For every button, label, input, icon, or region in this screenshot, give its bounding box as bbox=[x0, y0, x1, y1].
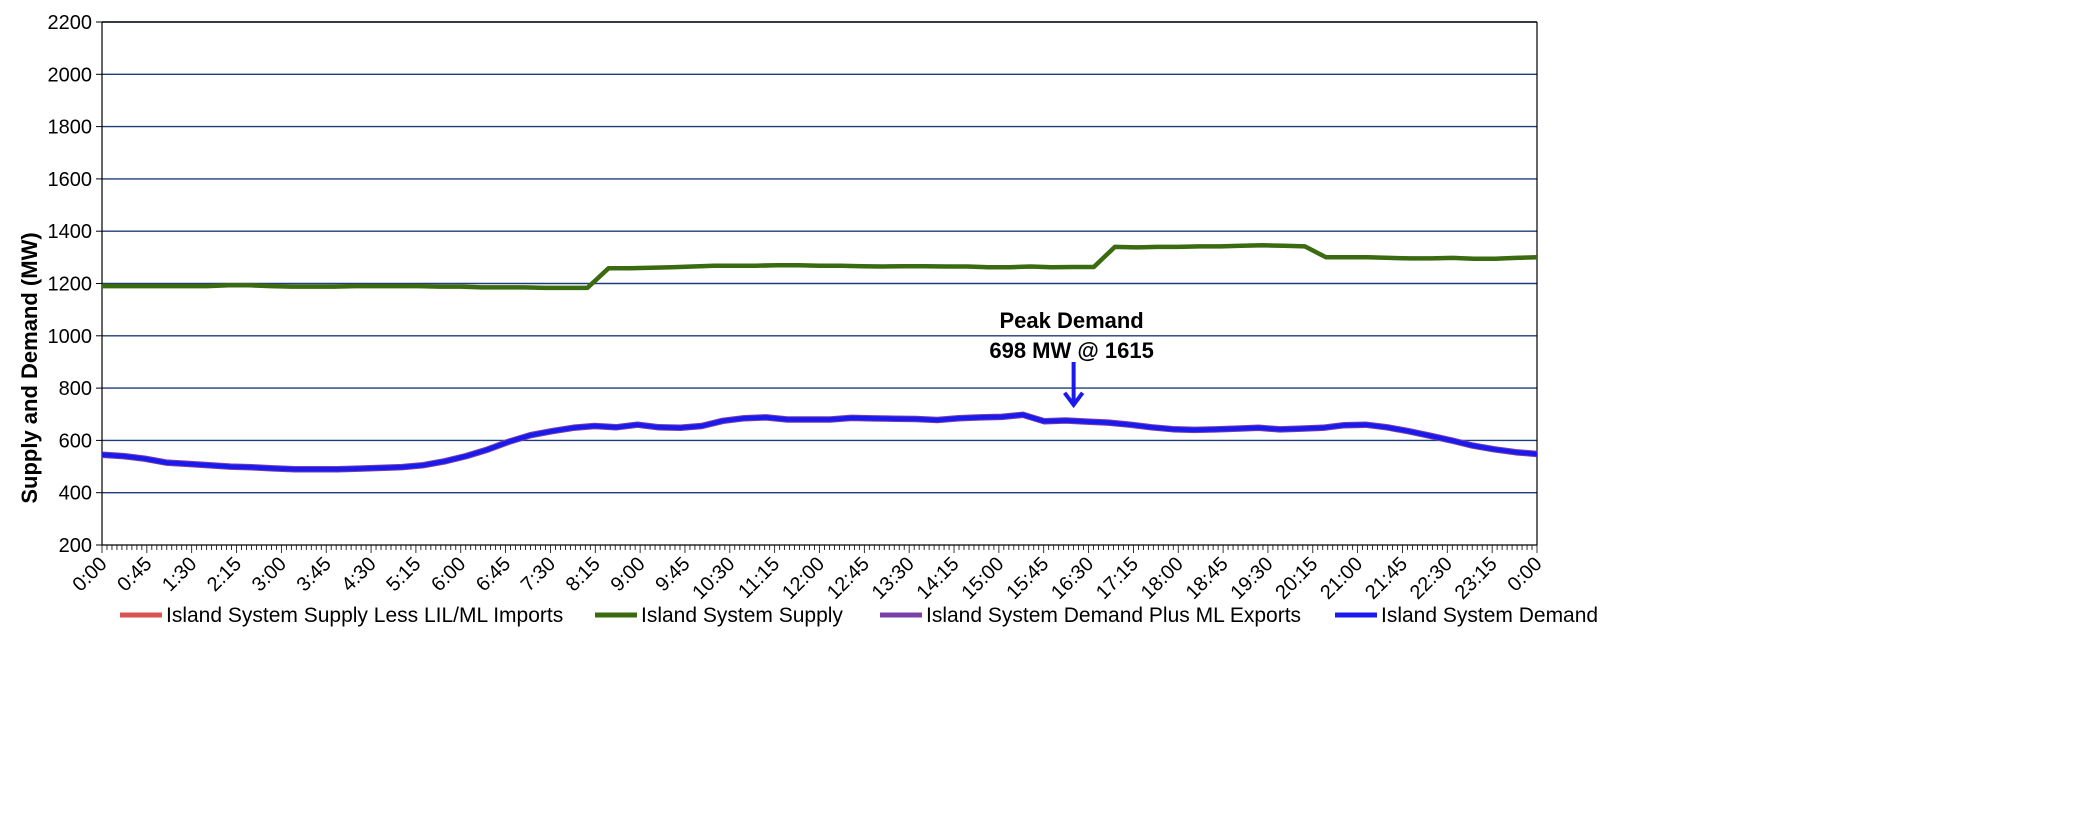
y-tick-label: 1000 bbox=[48, 326, 93, 348]
x-tick-label: 11:15 bbox=[734, 553, 784, 603]
x-tick-label: 22:30 bbox=[1406, 553, 1457, 604]
x-tick-label: 18:00 bbox=[1137, 553, 1188, 604]
x-tick-label: 2:15 bbox=[203, 553, 246, 596]
x-tick-label: 6:45 bbox=[472, 553, 515, 596]
x-tick-label: 1:30 bbox=[158, 553, 201, 596]
x-tick-label: 14:15 bbox=[913, 553, 964, 604]
peak-annotation: Peak Demand 698 MW @ 1615 bbox=[989, 308, 1154, 409]
x-tick-label: 4:30 bbox=[338, 553, 381, 596]
legend-label: Island System Demand Plus ML Exports bbox=[926, 604, 1301, 627]
x-tick-label: 9:00 bbox=[607, 553, 650, 596]
x-tick-label: 16:30 bbox=[1047, 553, 1098, 604]
series-line-demand-plus-exports bbox=[101, 411, 1538, 473]
series-line-island-system-supply bbox=[102, 243, 1538, 291]
x-tick-label: 21:00 bbox=[1316, 553, 1367, 604]
annotation-line2: 698 MW @ 1615 bbox=[989, 338, 1154, 363]
x-tick-label: 15:45 bbox=[1002, 553, 1053, 604]
x-tick-label: 21:45 bbox=[1361, 553, 1412, 604]
x-tick-label: 13:30 bbox=[868, 553, 919, 604]
x-tick-label: 0:00 bbox=[1503, 553, 1546, 596]
x-tick-label: 19:30 bbox=[1227, 553, 1278, 604]
y-axis-label: Supply and Demand (MW) bbox=[17, 232, 42, 503]
legend-label: Island System Supply bbox=[641, 604, 843, 627]
legend-label: Island System Supply Less LIL/ML Imports bbox=[166, 604, 563, 627]
x-tick-label: 20:15 bbox=[1271, 553, 1322, 604]
annotation-arrow-head bbox=[1063, 391, 1085, 409]
x-tick-label: 12:00 bbox=[778, 553, 829, 604]
x-tick-label: 15:00 bbox=[957, 553, 1008, 604]
legend: Island System Supply Less LIL/ML Imports… bbox=[120, 604, 1598, 627]
x-ticks: 0:00 0:45 1:30 2:15 3:00 3:45 4:30 5:15 6:00 6:45… bbox=[68, 545, 1547, 604]
x-tick-label: 8:15 bbox=[562, 553, 605, 596]
y-tick-label: 1200 bbox=[48, 274, 93, 296]
y-tick-label: 1600 bbox=[48, 169, 93, 191]
x-tick-label: 0:00 bbox=[68, 553, 111, 596]
y-tick-label: 1400 bbox=[48, 221, 93, 243]
legend-label: Island System Demand bbox=[1381, 604, 1598, 627]
x-tick-label: 3:00 bbox=[248, 553, 291, 596]
y-tick-label: 2000 bbox=[48, 64, 93, 86]
y-ticks: 200 400 600 800 1000 1200 1400 1600 1800 2000 2200 bbox=[48, 12, 102, 557]
x-tick-label: 18:45 bbox=[1182, 553, 1233, 604]
y-tick-label: 400 bbox=[59, 483, 92, 505]
y-tick-label: 600 bbox=[59, 430, 92, 452]
y-tick-label: 2200 bbox=[48, 12, 93, 34]
annotation-line1: Peak Demand bbox=[999, 308, 1143, 333]
x-tick-label: 23:15 bbox=[1451, 553, 1502, 604]
series-lines bbox=[101, 243, 1538, 473]
series-line-island-system-demand bbox=[101, 412, 1538, 472]
x-tick-label: 12:45 bbox=[823, 553, 874, 604]
x-tick-label: 10:30 bbox=[688, 553, 739, 604]
y-tick-label: 1800 bbox=[48, 117, 93, 139]
x-tick-label: 9:45 bbox=[651, 553, 694, 596]
x-tick-label: 6:00 bbox=[427, 553, 470, 596]
y-tick-label: 200 bbox=[59, 535, 92, 557]
x-tick-label: 7:30 bbox=[517, 553, 560, 596]
x-tick-label: 5:15 bbox=[382, 553, 425, 596]
x-tick-label: 17:15 bbox=[1092, 553, 1143, 604]
x-tick-label: 3:45 bbox=[293, 553, 336, 596]
x-tick-label: 0:45 bbox=[113, 553, 156, 596]
y-tick-label: 800 bbox=[59, 378, 92, 400]
